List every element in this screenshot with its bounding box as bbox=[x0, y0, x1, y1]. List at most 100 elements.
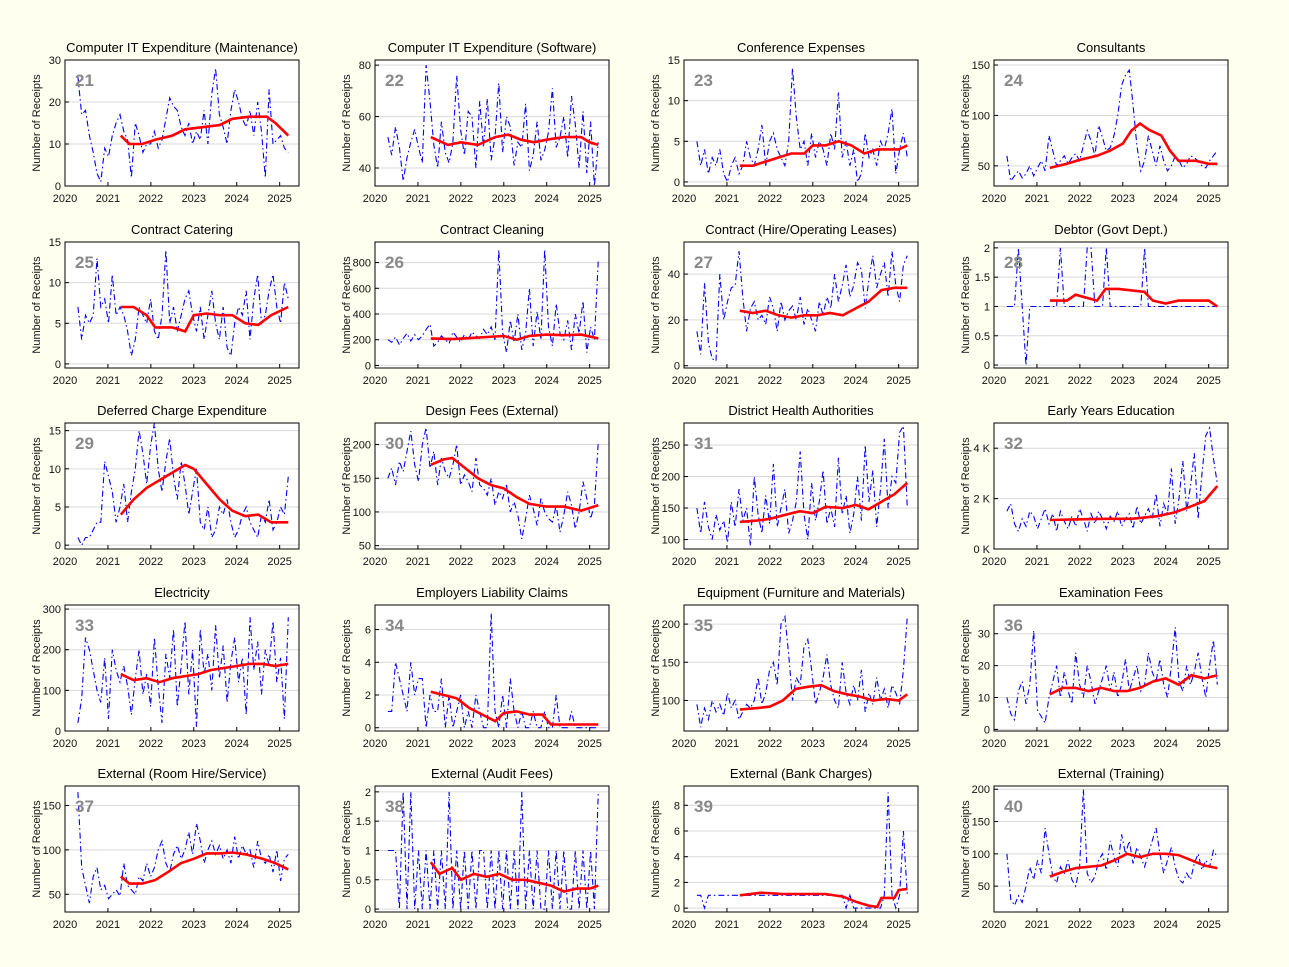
x-tick-label: 2021 bbox=[1025, 375, 1049, 387]
y-tick-label: 100 bbox=[662, 535, 680, 547]
x-tick-label: 2024 bbox=[225, 193, 249, 205]
x-tick-label: 2024 bbox=[225, 375, 249, 387]
panel-number: 28 bbox=[1004, 253, 1023, 272]
x-tick-label: 2020 bbox=[363, 375, 387, 387]
plot-area bbox=[64, 785, 300, 913]
y-tick-label: 0 bbox=[674, 361, 680, 373]
x-tick-label: 2023 bbox=[182, 375, 206, 387]
plot-area bbox=[993, 785, 1229, 913]
panel-number: 29 bbox=[75, 434, 94, 453]
x-tick-label: 2025 bbox=[1196, 193, 1220, 205]
trend-series-line bbox=[429, 861, 599, 893]
plot-area bbox=[64, 422, 300, 550]
x-tick-label: 2024 bbox=[1154, 193, 1178, 205]
y-axis-label: Number of Receipts bbox=[341, 256, 353, 354]
plot-area bbox=[374, 604, 610, 732]
panel-number: 26 bbox=[385, 253, 404, 272]
plot-frame bbox=[683, 241, 919, 369]
y-tick-label: 0 bbox=[984, 724, 990, 736]
plot-frame bbox=[64, 241, 300, 369]
x-tick-label: 2023 bbox=[1111, 919, 1135, 931]
y-tick-label: 0 bbox=[365, 723, 371, 735]
x-tick-label: 2024 bbox=[225, 738, 249, 750]
panel-22: 40 60 80 2020 2021 2022 2023 2024 2025 Computer I… bbox=[341, 40, 610, 205]
plot-area bbox=[683, 785, 919, 913]
y-tick-label: 150 bbox=[662, 503, 680, 515]
x-tick-label: 2020 bbox=[982, 738, 1006, 750]
x-tick-label: 2024 bbox=[535, 738, 559, 750]
x-tick-label: 2022 bbox=[758, 375, 782, 387]
x-tick-label: 2020 bbox=[363, 193, 387, 205]
trend-series-line bbox=[1049, 121, 1218, 170]
x-tick-label: 2024 bbox=[1154, 375, 1178, 387]
panel-title: Conference Expenses bbox=[737, 40, 865, 55]
trend-series-line bbox=[119, 463, 289, 524]
x-tick-label: 2023 bbox=[801, 738, 825, 750]
y-tick-label: 15 bbox=[49, 426, 61, 438]
y-tick-label: 2 bbox=[365, 690, 371, 702]
y-axis-label: Number of Receipts bbox=[341, 74, 353, 172]
raw-series-line bbox=[1006, 627, 1218, 725]
panel-26: 0 200 400 600 800 2020 2021 2022 2023 2024 2025 Con… bbox=[341, 222, 610, 387]
panel-number: 23 bbox=[694, 71, 713, 90]
y-tick-label: 15 bbox=[668, 55, 680, 67]
raw-series-line bbox=[387, 65, 599, 187]
panel-33: 0 100 200 300 2020 2021 2022 2023 2024 2025 Electr… bbox=[31, 585, 300, 750]
raw-series-line bbox=[696, 614, 908, 728]
trend-series-line bbox=[739, 683, 909, 711]
trend-series-line bbox=[739, 481, 909, 524]
x-tick-label: 2021 bbox=[715, 738, 739, 750]
x-tick-label: 2020 bbox=[982, 193, 1006, 205]
x-tick-label: 2024 bbox=[535, 919, 559, 931]
x-tick-label: 2023 bbox=[801, 375, 825, 387]
x-tick-label: 2022 bbox=[449, 556, 473, 568]
panel-title: Debtor (Govt Dept.) bbox=[1054, 222, 1167, 237]
raw-series-line bbox=[77, 792, 289, 904]
y-tick-label: 0 bbox=[365, 904, 371, 916]
y-axis-label: Number of Receipts bbox=[341, 619, 353, 717]
x-tick-label: 2021 bbox=[96, 738, 120, 750]
x-tick-label: 2021 bbox=[1025, 919, 1049, 931]
x-tick-label: 2024 bbox=[1154, 738, 1178, 750]
plot-frame bbox=[993, 785, 1229, 913]
plot-frame bbox=[64, 604, 300, 732]
x-tick-label: 2024 bbox=[844, 375, 868, 387]
plot-area bbox=[993, 422, 1229, 550]
panel-number: 24 bbox=[1004, 71, 1023, 90]
raw-series-line bbox=[1006, 247, 1218, 366]
y-tick-label: 250 bbox=[662, 440, 680, 452]
y-tick-label: 10 bbox=[49, 278, 61, 290]
x-tick-label: 2025 bbox=[577, 919, 601, 931]
y-tick-label: 40 bbox=[668, 269, 680, 281]
y-axis-label: Number of Receipts bbox=[960, 800, 972, 898]
x-tick-label: 2020 bbox=[53, 556, 77, 568]
raw-series-line bbox=[387, 791, 599, 910]
y-tick-label: 100 bbox=[353, 507, 371, 519]
y-axis-label: Number of Receipts bbox=[31, 74, 43, 172]
y-tick-label: 200 bbox=[353, 335, 371, 347]
raw-series-line bbox=[1006, 789, 1218, 907]
x-tick-label: 2023 bbox=[492, 919, 516, 931]
panel-title: External (Bank Charges) bbox=[730, 766, 872, 781]
panel-title: External (Room Hire/Service) bbox=[97, 766, 266, 781]
panel-number: 35 bbox=[694, 616, 713, 635]
y-axis-label: Number of Receipts bbox=[960, 74, 972, 172]
panel-24: 50 100 150 2020 2021 2022 2023 2024 2025 Consulta… bbox=[960, 40, 1229, 205]
y-tick-label: 15 bbox=[49, 237, 61, 249]
x-tick-label: 2020 bbox=[363, 556, 387, 568]
panel-25: 0 5 10 15 2020 2021 2022 2023 2024 2025 Contract C… bbox=[31, 222, 300, 387]
x-tick-label: 2025 bbox=[886, 738, 910, 750]
plot-frame bbox=[374, 422, 610, 550]
trend-series-line bbox=[119, 115, 290, 146]
panel-number: 22 bbox=[385, 71, 404, 90]
plot-frame bbox=[993, 241, 1229, 369]
x-tick-label: 2025 bbox=[1196, 738, 1220, 750]
trend-series-line bbox=[430, 690, 599, 726]
y-tick-label: 50 bbox=[978, 161, 990, 173]
x-tick-label: 2022 bbox=[139, 193, 163, 205]
y-tick-label: 10 bbox=[49, 139, 61, 151]
trend-series-line bbox=[1049, 485, 1219, 522]
y-axis-label: Number of Receipts bbox=[341, 437, 353, 535]
x-tick-label: 2021 bbox=[406, 193, 430, 205]
y-tick-label: 1 bbox=[984, 301, 990, 313]
